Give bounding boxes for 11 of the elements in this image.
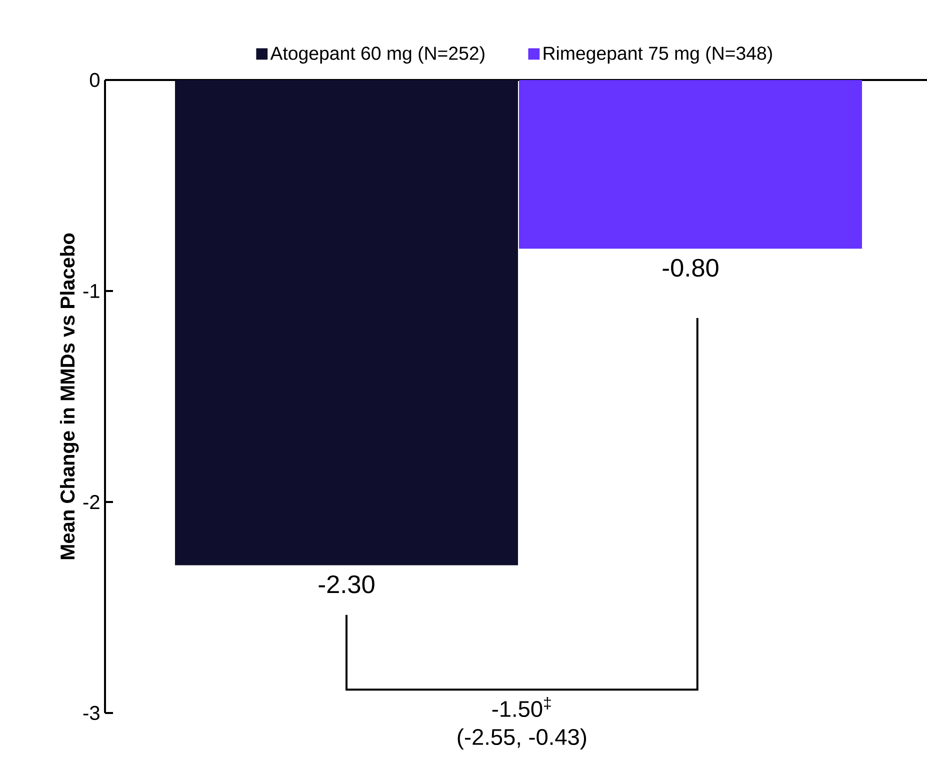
y-tick-label: -1: [83, 284, 100, 298]
annotation: -1.50$^{‡}$: [492, 696, 551, 718]
data-label: -2.30: [318, 575, 374, 594]
y-tick-label: -2: [83, 495, 100, 509]
legend-label: Atogepant 60 mg (N=252): [270, 46, 484, 64]
y-tick-label: -3: [83, 706, 100, 720]
y-tick-label: 0: [90, 72, 100, 88]
y-axis-title: Mean Change in MMDs vs Placebo: [60, 233, 79, 560]
data-label: -0.80: [662, 258, 718, 277]
legend-label: Rimegepant 75 mg (N=348): [544, 46, 772, 64]
text: (-2.55, -0.43): [458, 728, 586, 750]
